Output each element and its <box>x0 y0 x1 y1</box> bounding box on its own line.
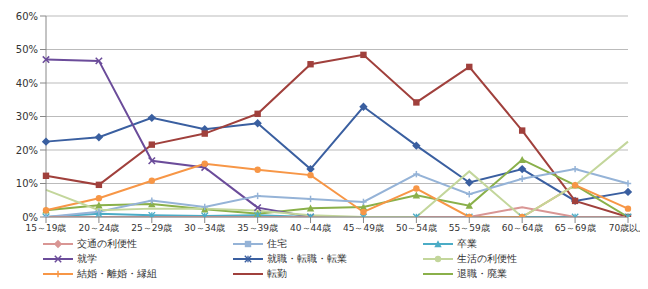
svg-text:40～44歳: 40～44歳 <box>290 223 331 233</box>
html-text:退職・廃業: 退職・廃業 <box>457 268 507 279</box>
html-text:交通の利便性: 交通の利便性 <box>77 238 137 249</box>
html-text:生活の利便性: 生活の利便性 <box>457 253 517 264</box>
html-text:就職・転職・転業: 就職・転職・転業 <box>267 253 347 264</box>
svg-text:60～64歳: 60～64歳 <box>502 223 543 233</box>
svg-text:45～49歳: 45～49歳 <box>343 223 384 233</box>
svg-text:55～59歳: 55～59歳 <box>449 223 490 233</box>
svg-text:10%: 10% <box>16 178 38 189</box>
html-text:卒業: 卒業 <box>457 238 477 249</box>
svg-text:50%: 50% <box>16 44 38 55</box>
svg-text:15～19歳: 15～19歳 <box>26 223 67 233</box>
html-text:転勤: 転勤 <box>267 268 287 279</box>
svg-text:65～69歳: 65～69歳 <box>555 223 596 233</box>
svg-text:30～34歳: 30～34歳 <box>184 223 225 233</box>
svg-text:40%: 40% <box>16 78 38 89</box>
svg-text:30%: 30% <box>16 111 38 122</box>
html-text:住宅: 住宅 <box>267 238 287 249</box>
svg-text:60%: 60% <box>16 11 38 22</box>
svg-text:50～54歳: 50～54歳 <box>396 223 437 233</box>
svg-text:0%: 0% <box>22 212 38 223</box>
html-text:就学: 就学 <box>77 253 97 264</box>
svg-text:20～24歳: 20～24歳 <box>78 223 119 233</box>
svg-text:70歳以上: 70歳以上 <box>609 223 640 233</box>
svg-text:20%: 20% <box>16 145 38 156</box>
html-text:結婚・離婚・縁組: 結婚・離婚・縁組 <box>77 268 157 279</box>
svg-text:25～29歳: 25～29歳 <box>131 223 172 233</box>
svg-text:35～39歳: 35～39歳 <box>237 223 278 233</box>
